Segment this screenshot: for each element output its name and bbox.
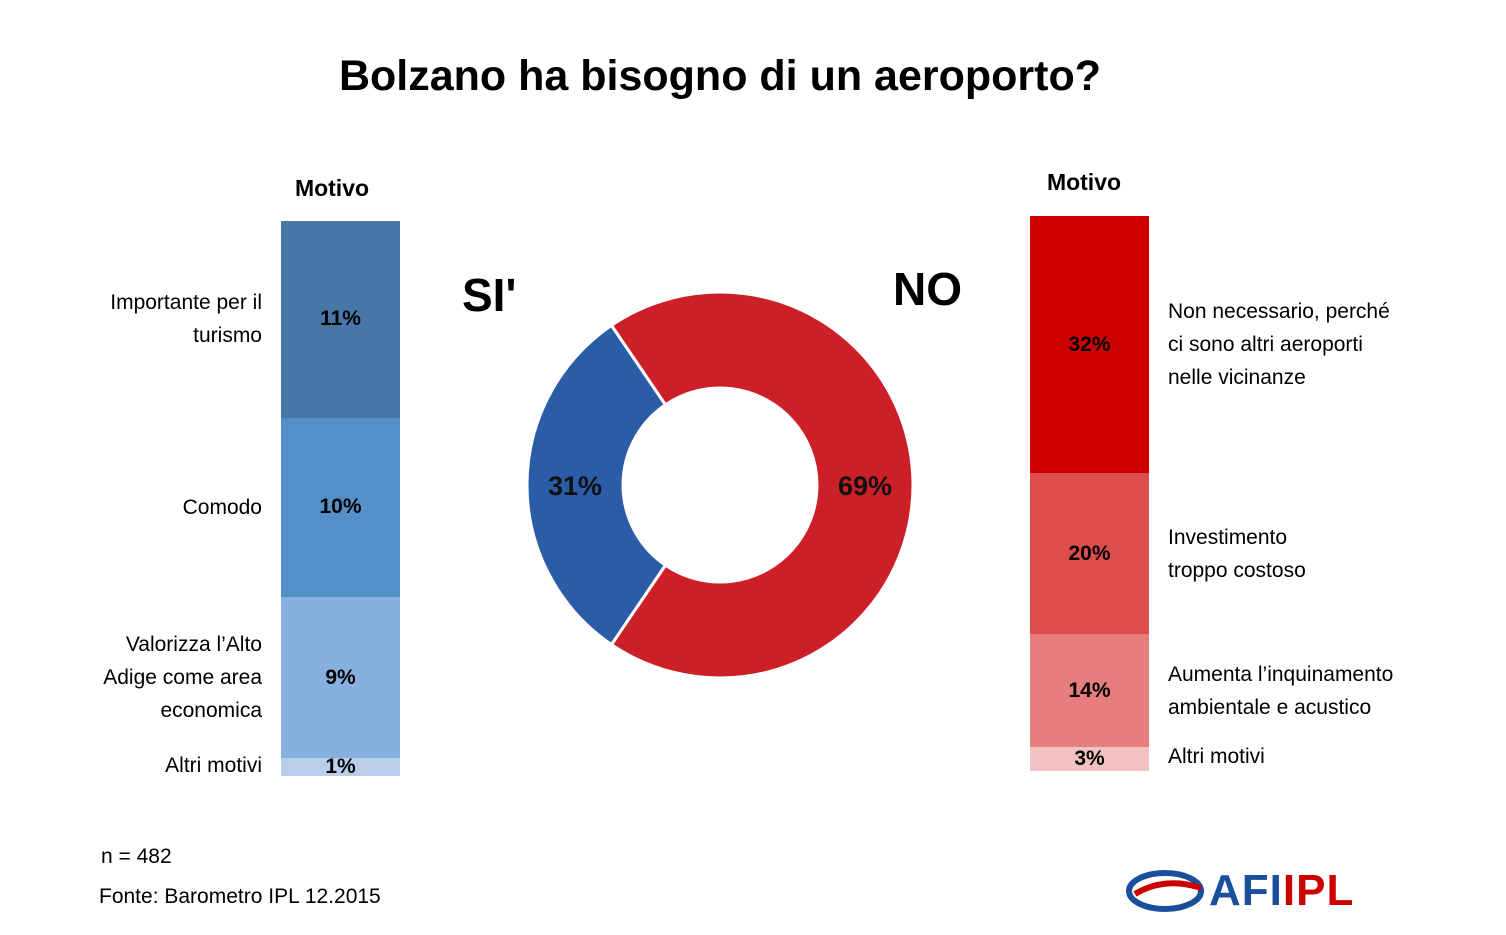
left-bar-value-0: 11% xyxy=(320,307,361,331)
right-bar-value-3: 3% xyxy=(1074,746,1105,770)
right-bar-segment-1: 20% xyxy=(1030,473,1149,635)
no-answer-label: NO xyxy=(893,263,962,315)
right-bar-value-0: 32% xyxy=(1068,332,1111,356)
right-reason-label-2: Aumenta l’inquinamento ambientale e acust… xyxy=(1168,662,1394,719)
left-reason-label-2: Valorizza l’Alto Adige come area economica xyxy=(103,633,262,723)
right-motivo-header: Motivo xyxy=(1046,169,1122,195)
right-bar-value-2: 14% xyxy=(1068,678,1111,702)
donut-label-si: 31% xyxy=(548,471,602,501)
left-reason-label-0: Importante per il turismo xyxy=(110,291,262,348)
left-reason-label-1: Comodo xyxy=(182,495,262,519)
source-note: Fonte: Barometro IPL 12.2015 xyxy=(99,885,381,908)
logo-text: AFIIPL xyxy=(1209,866,1354,916)
left-bar-segment-3: 1% xyxy=(281,755,400,779)
left-bar-value-3: 1% xyxy=(325,755,356,779)
afi-ipl-logo: AFIIPL xyxy=(1125,866,1395,916)
donut-chart: 31% 69% xyxy=(525,290,915,680)
logo-afi: AFI xyxy=(1209,866,1283,915)
no-reasons-stacked-bar: 32% 20% 14% 3% xyxy=(1030,216,1149,771)
logo-ipl: IPL xyxy=(1282,866,1355,915)
left-reason-label-3: Altri motivi xyxy=(165,753,262,777)
left-bar-segment-1: 10% xyxy=(281,417,400,597)
left-bar-segment-2: 9% xyxy=(281,596,400,759)
donut-slice-si xyxy=(525,323,668,647)
right-bar-value-1: 20% xyxy=(1068,541,1111,565)
si-answer-label: SI' xyxy=(462,269,517,321)
right-reason-label-0: Non necessario, perché ci sono altri aero… xyxy=(1168,300,1390,390)
sample-size: n = 482 xyxy=(101,845,172,868)
right-reason-label-3: Altri motivi xyxy=(1168,745,1265,769)
chart-title: Bolzano ha bisogno di un aeroporto? xyxy=(338,52,1101,100)
right-bar-segment-0: 32% xyxy=(1030,216,1149,474)
donut-slice-no xyxy=(609,290,915,680)
left-bar-segment-0: 11% xyxy=(281,221,400,418)
donut-label-no: 69% xyxy=(838,471,892,501)
swoosh-icon xyxy=(1126,870,1204,912)
left-bar-value-2: 9% xyxy=(325,665,356,689)
left-motivo-header: Motivo xyxy=(294,175,370,201)
right-reason-label-1: Investimento troppo costoso xyxy=(1168,525,1306,582)
left-bar-value-1: 10% xyxy=(319,495,362,519)
right-bar-segment-2: 14% xyxy=(1030,634,1149,747)
right-bar-segment-3: 3% xyxy=(1030,746,1149,771)
si-reasons-stacked-bar: 11% 10% 9% 1% xyxy=(281,221,400,779)
